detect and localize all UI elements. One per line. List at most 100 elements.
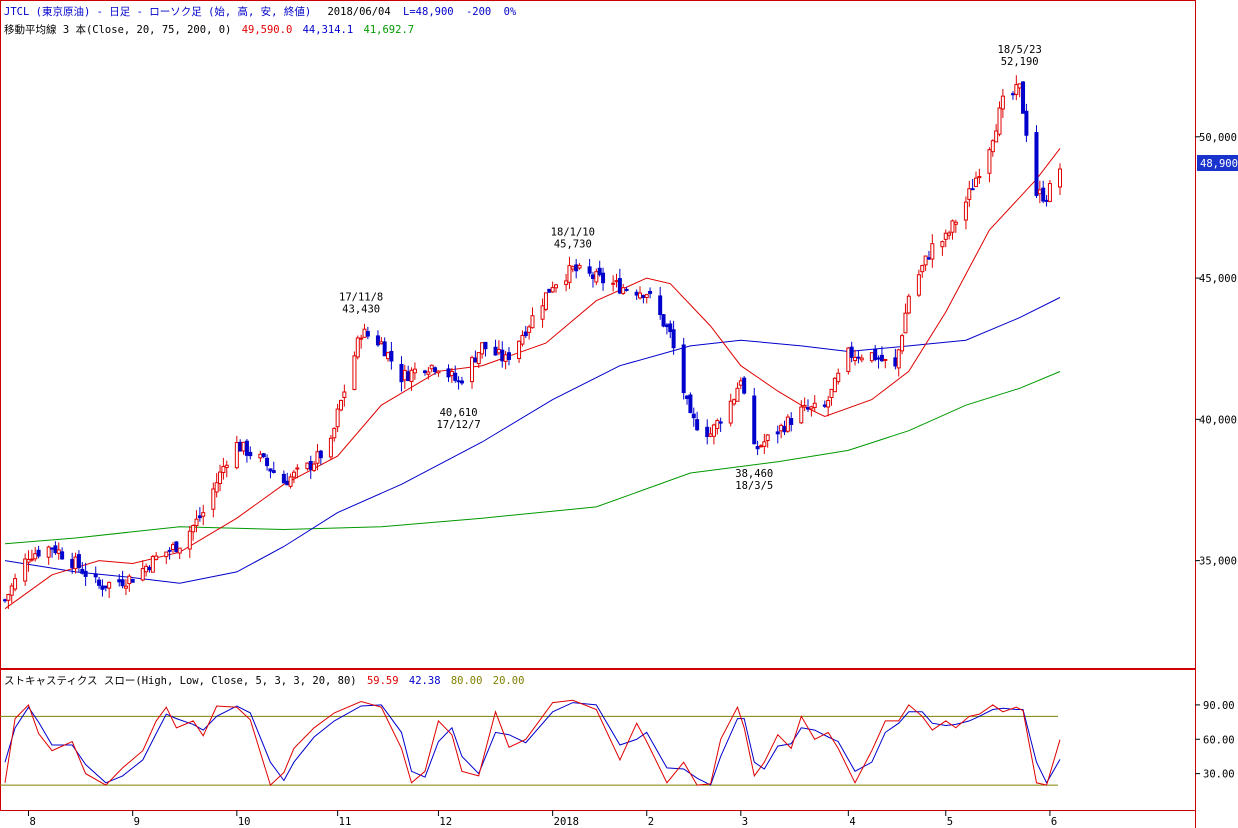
candle-down [970, 188, 975, 191]
candle-up [29, 558, 34, 561]
stoch-d-line [4, 702, 1061, 786]
time-tick-label: 6 [1051, 816, 1057, 828]
candle-up [550, 287, 555, 293]
candle-up [338, 399, 343, 411]
time-tick-label: 2 [648, 816, 654, 828]
candle-up [943, 232, 948, 240]
stoch-upper-value: 80.00 [451, 675, 483, 687]
candle-up [221, 466, 226, 474]
annotation-label: 43,430 [342, 303, 380, 315]
candle-up [758, 445, 763, 448]
candle-up [779, 424, 784, 432]
candle-down [500, 349, 505, 362]
candle-down [718, 421, 723, 424]
time-tick-label: 3 [742, 816, 748, 828]
candle-up [950, 220, 955, 233]
candle-down [120, 579, 125, 587]
candle-down [100, 585, 105, 590]
candle-down [590, 274, 595, 279]
candle-down [93, 573, 98, 578]
candle-up [829, 388, 834, 398]
candle-up [328, 437, 333, 458]
candle-up [449, 370, 454, 377]
candle-up [940, 241, 945, 248]
candle-down [601, 272, 606, 284]
candle-up [930, 243, 935, 260]
candle-up [974, 177, 979, 187]
price-badge [1197, 155, 1238, 171]
candle-down [1021, 81, 1026, 114]
candle-down [597, 267, 602, 276]
candle-down [873, 348, 878, 361]
candle-up [977, 175, 982, 179]
candle-up [342, 391, 347, 398]
candle-down [197, 515, 202, 519]
candle-up [23, 558, 28, 582]
header-sep-1: - [97, 6, 103, 18]
candle-up [594, 271, 599, 283]
candle-down [456, 380, 461, 383]
candle-up [967, 188, 972, 200]
candle-down [1044, 199, 1049, 202]
candle-up [715, 420, 720, 429]
annotation-label: 18/5/23 [998, 44, 1042, 56]
candle-up [187, 530, 192, 550]
candle-down [244, 440, 249, 456]
candle-up [1047, 183, 1052, 202]
candle-down [755, 445, 760, 450]
candle-up [614, 280, 619, 283]
candle-up [920, 265, 925, 273]
candle-up [9, 585, 14, 596]
time-tick-label: 4 [849, 816, 855, 828]
time-tick-label: 11 [339, 816, 352, 828]
candle-up [802, 404, 807, 408]
candle-up [258, 453, 263, 459]
candle-down [587, 266, 592, 274]
candle-up [13, 578, 18, 590]
time-tick-label: 5 [947, 816, 953, 828]
header-change: -200 [466, 6, 491, 18]
candle-down [668, 323, 673, 333]
ma20-value: 49,590.0 [242, 24, 293, 36]
candle-up [530, 315, 535, 329]
candle-up [409, 369, 414, 382]
candle-up [355, 337, 360, 358]
price-tick-label: 35,000 [1199, 556, 1237, 568]
candle-down [806, 407, 811, 410]
candle-up [765, 434, 770, 441]
candle-up [1037, 189, 1042, 195]
candle-down [671, 329, 676, 349]
candle-up [496, 348, 501, 354]
candle-down [308, 461, 313, 470]
candle-up [963, 201, 968, 221]
candle-down [399, 363, 404, 383]
candle-up [869, 352, 874, 362]
candle-up [947, 232, 952, 236]
candle-up [1014, 84, 1019, 95]
annotation-label: 52,190 [1001, 56, 1039, 68]
candle-up [177, 547, 182, 554]
candle-up [214, 482, 219, 493]
candle-up [711, 424, 716, 437]
candle-up [570, 266, 575, 270]
candle-up [812, 402, 817, 408]
candle-up [809, 406, 814, 410]
price-tick-label: 40,000 [1199, 414, 1237, 426]
candle-down [238, 441, 243, 452]
candle-down [103, 585, 108, 589]
candle-up [543, 292, 548, 310]
candle-up [46, 546, 51, 558]
candle-down [281, 473, 286, 484]
candle-down [271, 470, 276, 473]
candle-down [76, 554, 81, 569]
candle-up [735, 387, 740, 402]
candle-up [144, 565, 149, 573]
candle-up [859, 357, 864, 361]
candle-up [429, 364, 434, 370]
ma75-value: 44,314.1 [303, 24, 354, 36]
candle-down [523, 331, 528, 337]
candle-up [402, 369, 407, 381]
candle-up [923, 255, 928, 266]
candle-up [386, 352, 391, 360]
candle-down [547, 288, 552, 293]
